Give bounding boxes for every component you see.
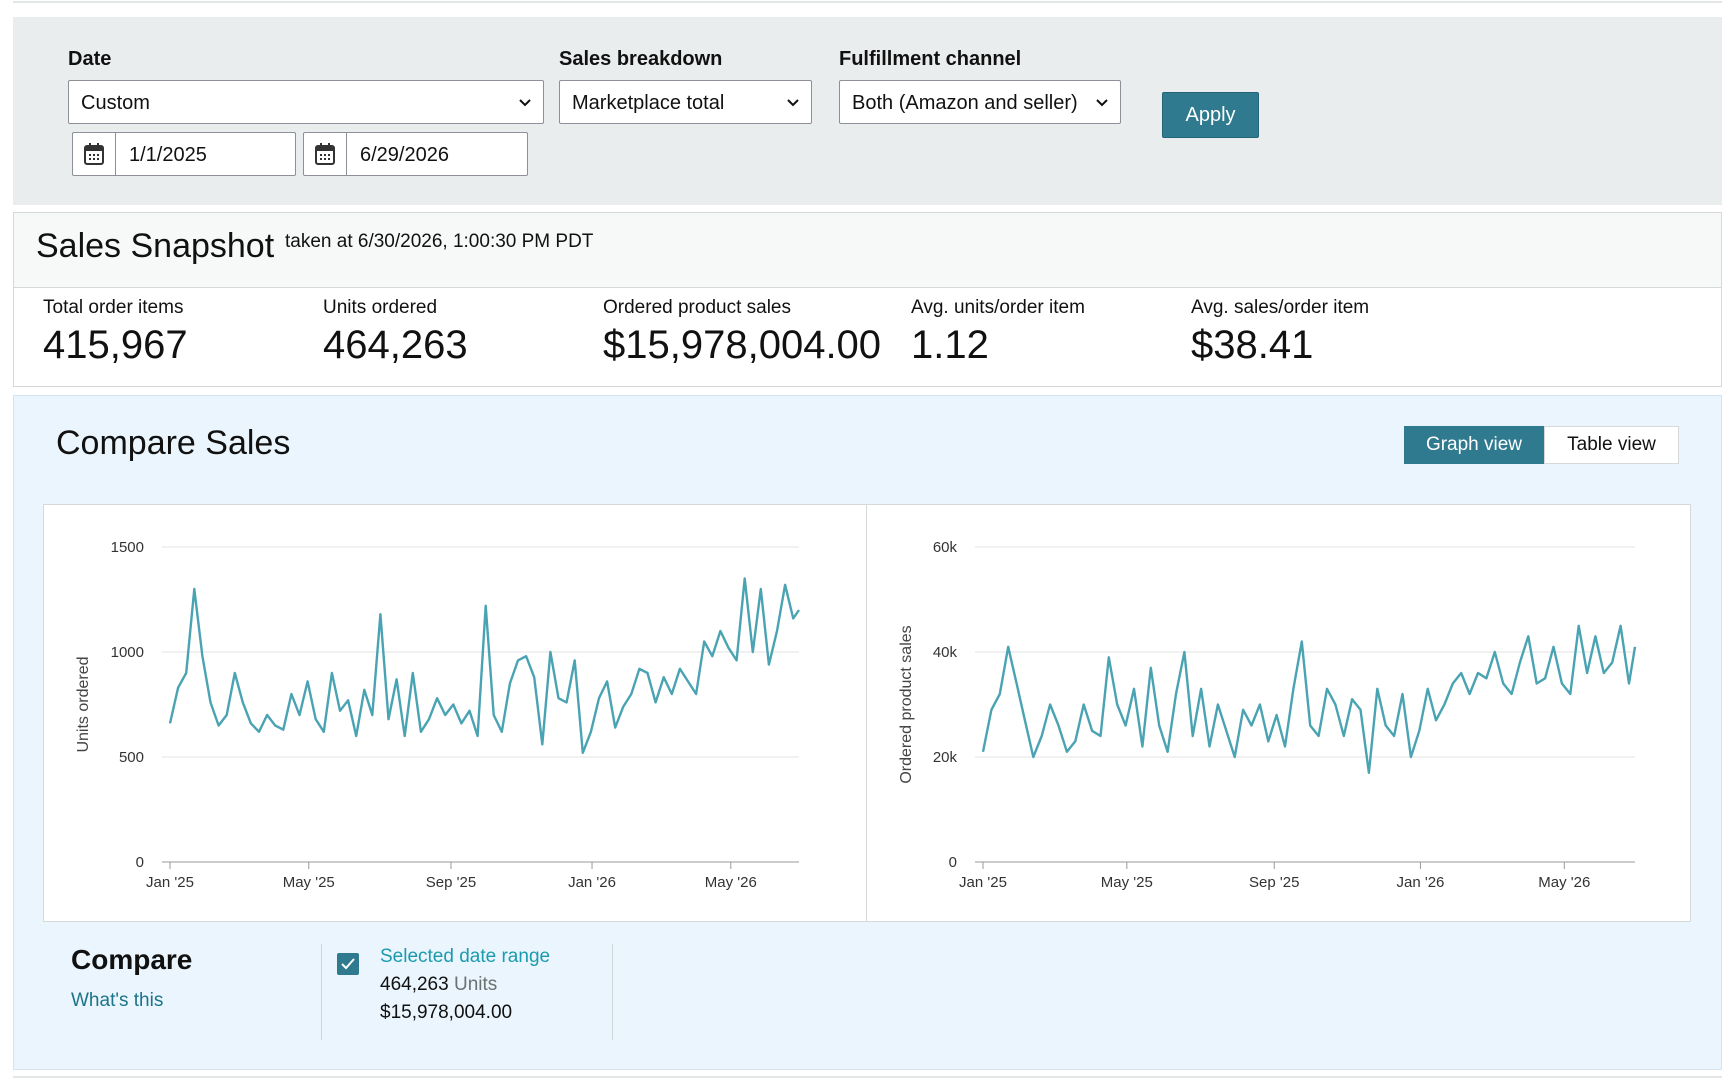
calendar-icon <box>84 143 104 165</box>
fulfillment-select-value: Both (Amazon and seller) <box>852 92 1078 114</box>
legend-series-name: Selected date range <box>380 946 551 967</box>
fulfillment-label: Fulfillment channel <box>839 48 1022 70</box>
units-chart-panel: 0 500 1000 1500 Jan '25 May '25 Sep '25 Jan '26… <box>43 504 867 922</box>
compare-sales-title: Compare Sales <box>56 424 291 462</box>
chevron-down-icon <box>787 99 799 107</box>
metric-value: $15,978,004.00 <box>603 323 882 367</box>
y-tick-label: 20k <box>933 749 958 766</box>
series-line <box>168 577 800 754</box>
x-tick-label: Jan '25 <box>959 874 1007 891</box>
calendar-button-start[interactable] <box>73 133 116 175</box>
calendar-icon <box>315 143 335 165</box>
top-divider <box>13 1 1722 3</box>
series-line <box>981 624 1637 774</box>
snapshot-title: Sales Snapshot <box>36 227 275 265</box>
x-tick-label: Jan '26 <box>1397 874 1445 891</box>
legend-units: 464,263 Units <box>380 974 497 996</box>
x-tick-label: May '26 <box>1538 874 1590 891</box>
sales-snapshot: Sales Snapshot taken at 6/30/2026, 1:00:… <box>13 212 1722 387</box>
metric-value: 1.12 <box>911 323 989 367</box>
y-axis-title: Units ordered <box>75 656 92 752</box>
metric-label: Avg. sales/order item <box>1191 297 1370 318</box>
y-axis-title: Ordered product sales <box>898 625 915 783</box>
selected-range-checkbox[interactable] <box>337 953 359 975</box>
metric-label: Ordered product sales <box>603 297 791 318</box>
table-view-button[interactable]: Table view <box>1544 426 1679 464</box>
y-tick-label: 500 <box>119 749 144 766</box>
metric-value: 464,263 <box>323 323 468 367</box>
ordered-product-sales-chart: 0 20k 40k 60k Jan '25 May '25 Sep '25 Jan '26 Ma… <box>898 539 1637 891</box>
legend-sales: $15,978,004.00 <box>380 1002 513 1023</box>
checkmark-icon <box>341 958 355 970</box>
snapshot-timestamp: taken at 6/30/2026, 1:00:30 PM PDT <box>285 231 594 252</box>
metric-label: Total order items <box>43 297 184 318</box>
y-tick-label: 0 <box>136 854 144 871</box>
date-select[interactable]: Custom <box>68 80 544 124</box>
y-tick-label: 0 <box>949 854 957 871</box>
bottom-divider <box>13 1076 1722 1078</box>
sales-chart-panel: 0 20k 40k 60k Jan '25 May '25 Sep '25 Jan '26 Ma… <box>866 504 1691 922</box>
compare-title: Compare <box>71 944 193 975</box>
chevron-down-icon <box>519 99 531 107</box>
x-tick-label: Sep '25 <box>426 874 476 891</box>
x-tick-label: May '26 <box>705 874 757 891</box>
x-tick-label: Jan '26 <box>568 874 616 891</box>
x-tick-label: May '25 <box>283 874 335 891</box>
whats-this-link[interactable]: What's this <box>71 990 164 1011</box>
graph-view-button[interactable]: Graph view <box>1404 426 1544 464</box>
compare-divider <box>321 944 322 1040</box>
y-tick-label: 1500 <box>111 539 144 556</box>
compare-divider <box>612 944 613 1040</box>
start-date-value: 1/1/2025 <box>129 144 207 166</box>
x-tick-label: May '25 <box>1101 874 1153 891</box>
snapshot-header: Sales Snapshot taken at 6/30/2026, 1:00:… <box>14 213 1721 288</box>
apply-button[interactable]: Apply <box>1162 92 1259 138</box>
x-tick-label: Jan '25 <box>146 874 194 891</box>
x-tick-label: Sep '25 <box>1249 874 1299 891</box>
y-tick-label: 1000 <box>111 644 144 661</box>
legend-units-word: Units <box>453 974 498 995</box>
units-ordered-chart: 0 500 1000 1500 Jan '25 May '25 Sep '25 Jan '26… <box>75 539 800 891</box>
start-date-field[interactable]: 1/1/2025 <box>72 132 296 176</box>
metric-value: 415,967 <box>43 323 188 367</box>
filter-bar: Date Custom 1/1/2025 <box>13 17 1722 205</box>
breakdown-select-value: Marketplace total <box>572 92 725 114</box>
y-tick-label: 40k <box>933 644 958 661</box>
chevron-down-icon <box>1096 99 1108 107</box>
metric-value: $38.41 <box>1191 323 1314 367</box>
legend-units-value: 464,263 <box>380 974 449 995</box>
end-date-value: 6/29/2026 <box>360 144 449 166</box>
fulfillment-select[interactable]: Both (Amazon and seller) <box>839 80 1121 124</box>
breakdown-label: Sales breakdown <box>559 48 723 70</box>
date-label: Date <box>68 48 112 70</box>
metric-label: Units ordered <box>323 297 438 318</box>
metric-label: Avg. units/order item <box>911 297 1085 318</box>
compare-sales-section: Compare Sales Graph view Table view 0 500… <box>13 395 1722 1070</box>
date-select-value: Custom <box>81 92 150 114</box>
breakdown-select[interactable]: Marketplace total <box>559 80 812 124</box>
calendar-button-end[interactable] <box>304 133 347 175</box>
end-date-field[interactable]: 6/29/2026 <box>303 132 528 176</box>
y-tick-label: 60k <box>933 539 958 556</box>
